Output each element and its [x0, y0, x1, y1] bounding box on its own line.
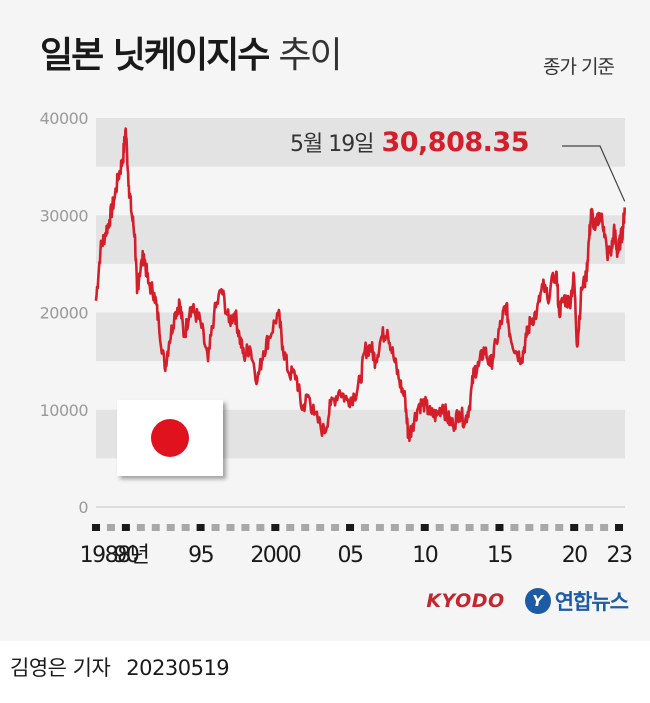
- year-tick-mark: [570, 524, 579, 531]
- x-tick-label: 20: [562, 543, 587, 568]
- year-tick-mark: [241, 524, 250, 531]
- year-tick-mark: [360, 524, 369, 531]
- infographic-card: 일본 닛케이지수 추이 종가 기준 0 10000 20000 30000 40000 1…: [39, 26, 634, 616]
- callout-date: 5월 19일: [290, 132, 374, 157]
- year-tick-mark: [615, 524, 624, 531]
- year-tick-mark: [106, 524, 115, 531]
- source-logos: KYODO Y 연합뉴스: [426, 586, 629, 616]
- grid-band: [96, 118, 625, 167]
- chart-title: 일본 닛케이지수: [40, 35, 270, 76]
- credit-date: 20230519: [126, 656, 230, 680]
- year-tick-mark: [331, 524, 340, 531]
- x-tick-label: 90: [113, 543, 138, 568]
- year-tick-mark: [495, 524, 504, 531]
- year-tick-mark: [121, 524, 130, 531]
- year-tick-mark: [450, 524, 459, 531]
- japan-flag-icon: [117, 400, 223, 476]
- nikkei-series-line: [94, 127, 626, 443]
- y-tick-label: 0: [78, 498, 88, 517]
- yonhap-mark-icon: Y: [524, 588, 551, 614]
- x-tick-label: 95: [188, 543, 213, 568]
- title-block: 일본 닛케이지수 추이: [40, 26, 343, 86]
- year-tick-mark: [226, 524, 235, 531]
- year-tick-mark: [390, 524, 399, 531]
- year-tick-mark: [435, 524, 444, 531]
- x-tick-label: 15: [487, 543, 512, 568]
- year-tick-mark: [480, 524, 489, 531]
- yonhap-logo: 연합뉴스: [554, 590, 629, 614]
- year-tick-mark: [136, 524, 145, 531]
- year-tick-mark: [196, 524, 205, 531]
- basis-note: 종가 기준: [543, 56, 615, 78]
- year-tick-mark: [271, 524, 280, 531]
- year-tick-mark: [405, 524, 414, 531]
- year-tick-mark: [525, 524, 534, 531]
- credit-line: 김영은 기자 20230519: [10, 652, 230, 682]
- y-tick-label: 40000: [40, 109, 89, 128]
- year-tick-mark: [286, 524, 295, 531]
- latest-value-callout: 5월 19일 30,808.35: [290, 126, 529, 158]
- kyodo-logo: KYODO: [426, 590, 505, 612]
- x-tick-label: 23: [607, 543, 632, 568]
- year-tick-mark: [510, 524, 519, 531]
- credit-author: 김영은 기자: [10, 656, 111, 680]
- year-tick-mark: [256, 524, 265, 531]
- year-tick-mark: [92, 524, 100, 531]
- year-tick-mark: [375, 524, 384, 531]
- year-tick-mark: [151, 524, 160, 531]
- year-tick-mark: [346, 524, 355, 531]
- grid-band: [96, 215, 625, 264]
- chart-subtitle: 추이: [278, 35, 342, 76]
- year-tick-mark: [181, 524, 190, 531]
- year-tick-mark: [166, 524, 175, 531]
- year-tick-mark: [600, 524, 609, 531]
- year-tick-mark: [301, 524, 310, 531]
- x-tick-label: 05: [338, 543, 363, 568]
- x-tick-label: 2000: [250, 543, 300, 568]
- y-tick-label: 10000: [40, 401, 89, 420]
- callout-leader-line: [562, 145, 626, 202]
- x-tick-label: 10: [412, 543, 437, 568]
- y-tick-label: 30000: [40, 206, 89, 225]
- callout-value: 30,808.35: [381, 127, 529, 158]
- year-tick-mark: [540, 524, 549, 531]
- y-tick-label: 20000: [40, 304, 89, 323]
- x-tick-label: 1988년: [80, 543, 149, 568]
- year-tick-mark: [420, 524, 429, 531]
- year-tick-mark: [585, 524, 594, 531]
- year-tick-mark: [316, 524, 325, 531]
- year-tick-mark: [555, 524, 564, 531]
- year-tick-mark: [465, 524, 474, 531]
- flag-sun-disc: [151, 419, 189, 457]
- year-tick-mark: [211, 524, 220, 531]
